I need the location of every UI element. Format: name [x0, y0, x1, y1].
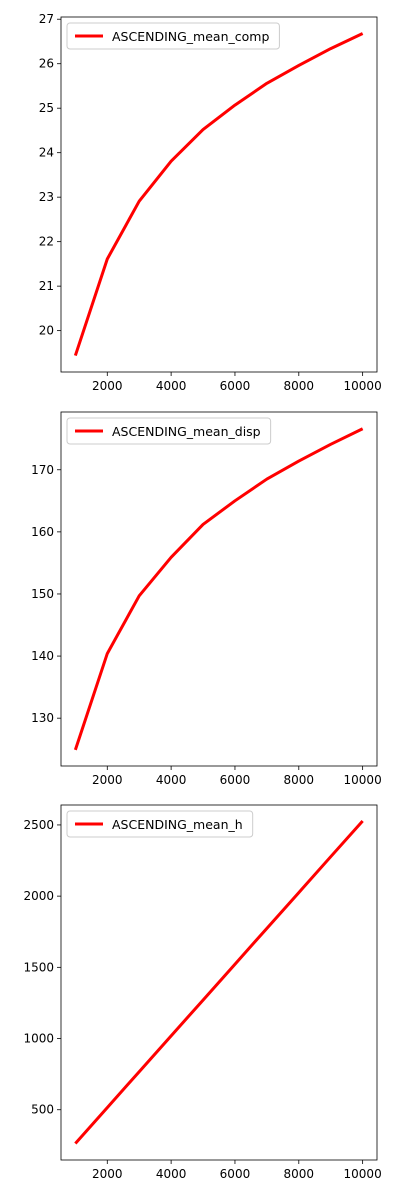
- legend: ASCENDING_mean_comp: [66, 22, 280, 50]
- subplot-2: 2000 4000 6000 8000 10000 130 140 150 160 170 ASCE…: [31, 411, 382, 787]
- axes-frame: [60, 16, 378, 373]
- x-tick-label: 10000: [344, 773, 382, 787]
- y-tick-label: 1500: [23, 960, 54, 974]
- y-tick-label: 23: [39, 190, 54, 204]
- legend-label: ASCENDING_mean_h: [112, 817, 243, 832]
- legend-box: [66, 810, 254, 838]
- y-tick-label: 2500: [23, 818, 54, 832]
- y-tick-label: 22: [39, 235, 54, 249]
- axes-frame: [60, 411, 378, 767]
- x-tick-label: 10000: [344, 379, 382, 393]
- legend-label: ASCENDING_mean_disp: [112, 424, 261, 439]
- y-tick-label: 1000: [23, 1032, 54, 1046]
- legend: ASCENDING_mean_disp: [66, 417, 272, 445]
- y-tick-label: 150: [31, 587, 54, 601]
- y-tick-label: 500: [31, 1103, 54, 1117]
- x-tick-label: 4000: [156, 1167, 187, 1181]
- y-tick-label: 140: [31, 649, 54, 663]
- y-tick-label: 20: [39, 324, 54, 338]
- legend: ASCENDING_mean_h: [66, 810, 254, 838]
- y-tick-label: 26: [39, 57, 54, 71]
- y-tick-label: 2000: [23, 889, 54, 903]
- x-tick-label: 6000: [220, 1167, 251, 1181]
- series-line-1: [73, 32, 364, 357]
- x-tick-label: 2000: [92, 1167, 123, 1181]
- x-tick-label: 8000: [284, 773, 315, 787]
- x-tick-label: 4000: [156, 379, 187, 393]
- series-line-3: [74, 819, 364, 1145]
- y-tick-label: 160: [31, 525, 54, 539]
- subplot-3: 2000 4000 6000 8000 10000 500 1000 1500 2000 2500…: [23, 804, 382, 1181]
- series-line-2: [73, 427, 364, 751]
- x-tick-label: 8000: [284, 379, 315, 393]
- legend-box: [66, 22, 280, 50]
- y-tick-label: 25: [39, 101, 54, 115]
- y-tick-label: 21: [39, 279, 54, 293]
- subplot-1: 2000 4000 6000 8000 10000 20 21 22 23 24 25 26 27 ASC…: [39, 12, 382, 393]
- x-tick-label: 2000: [92, 379, 123, 393]
- x-tick-label: 4000: [156, 773, 187, 787]
- y-tick-label: 27: [39, 12, 54, 26]
- x-tick-label: 10000: [344, 1167, 382, 1181]
- y-tick-label: 170: [31, 463, 54, 477]
- x-tick-label: 8000: [284, 1167, 315, 1181]
- y-tick-label: 24: [39, 146, 54, 160]
- x-tick-label: 6000: [220, 773, 251, 787]
- axes-frame: [60, 804, 378, 1161]
- legend-label: ASCENDING_mean_comp: [112, 29, 269, 44]
- y-tick-label: 130: [31, 711, 54, 725]
- legend-box: [66, 417, 272, 445]
- x-tick-label: 2000: [92, 773, 123, 787]
- x-tick-label: 6000: [220, 379, 251, 393]
